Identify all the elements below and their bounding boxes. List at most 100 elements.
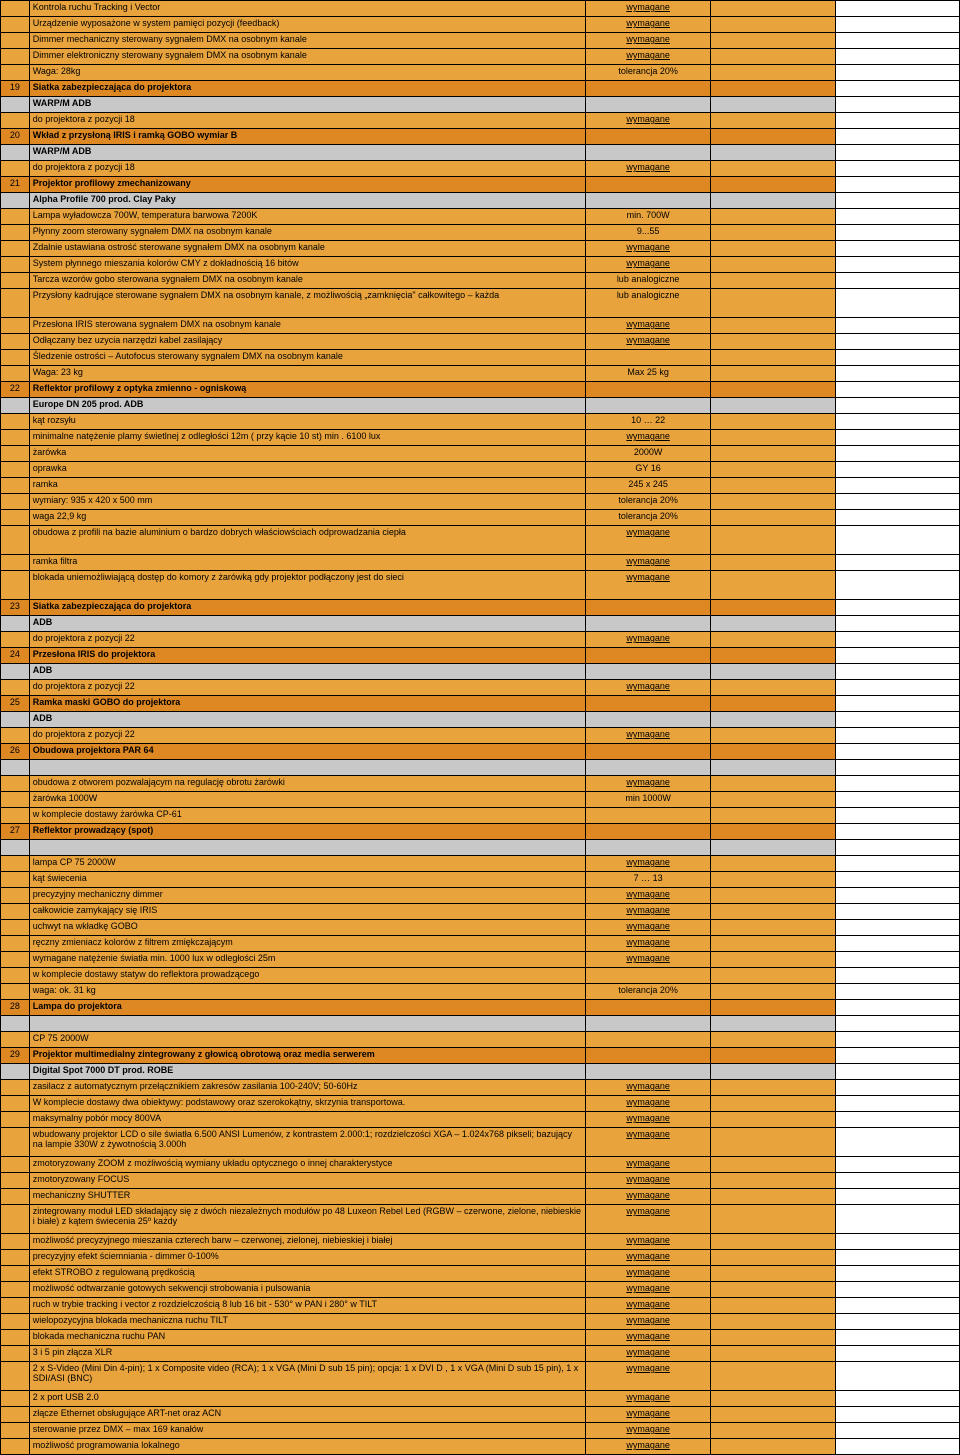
row-value bbox=[585, 350, 710, 366]
row-col-d bbox=[835, 1000, 959, 1016]
row-number bbox=[1, 1266, 30, 1282]
row-number bbox=[1, 241, 30, 257]
table-row: lampa CP 75 2000Wwymagane bbox=[1, 856, 960, 872]
row-value: wymagane bbox=[585, 1266, 710, 1282]
row-value: wymagane bbox=[585, 1234, 710, 1250]
table-row: 2 x S-Video (Mini Din 4-pin); 1 x Compos… bbox=[1, 1362, 960, 1391]
row-value bbox=[585, 696, 710, 712]
row-col-c bbox=[711, 1064, 835, 1080]
row-value: wymagane bbox=[585, 1346, 710, 1362]
row-value: lub analogiczne bbox=[585, 289, 710, 318]
row-number bbox=[1, 856, 30, 872]
row-number bbox=[1, 1407, 30, 1423]
row-col-c bbox=[711, 350, 835, 366]
row-number bbox=[1, 888, 30, 904]
table-row: 26Obudowa projektora PAR 64 bbox=[1, 744, 960, 760]
row-col-c bbox=[711, 712, 835, 728]
table-row: 2 x port USB 2.0wymagane bbox=[1, 1391, 960, 1407]
row-description: Lampa wyładowcza 700W, temperatura barwo… bbox=[29, 209, 585, 225]
row-number bbox=[1, 334, 30, 350]
row-description: CP 75 2000W bbox=[29, 1032, 585, 1048]
row-number bbox=[1, 1205, 30, 1234]
row-col-d bbox=[835, 1064, 959, 1080]
row-description: W komplecie dostawy dwa obiektywy: podst… bbox=[29, 1096, 585, 1112]
row-col-d bbox=[835, 1, 959, 17]
row-number bbox=[1, 1346, 30, 1362]
row-col-c bbox=[711, 334, 835, 350]
row-value bbox=[585, 616, 710, 632]
table-row: ADB bbox=[1, 616, 960, 632]
row-description: żarówka 1000W bbox=[29, 792, 585, 808]
table-row: System płynnego mieszania kolorów CMY z … bbox=[1, 257, 960, 273]
row-col-d bbox=[835, 225, 959, 241]
row-col-d bbox=[835, 968, 959, 984]
table-row: Zdalnie ustawiana ostrość sterowane sygn… bbox=[1, 241, 960, 257]
row-value bbox=[585, 760, 710, 776]
row-col-c bbox=[711, 648, 835, 664]
table-row: Waga: 28kgtolerancja 20% bbox=[1, 65, 960, 81]
row-number bbox=[1, 920, 30, 936]
row-value: wymagane bbox=[585, 856, 710, 872]
table-row: 21Projektor profilowy zmechanizowany bbox=[1, 177, 960, 193]
row-col-c bbox=[711, 1173, 835, 1189]
row-description: Siatka zabezpieczająca do projektora bbox=[29, 81, 585, 97]
table-row: mechaniczny SHUTTERwymagane bbox=[1, 1189, 960, 1205]
table-row: do projektora z pozycji 18wymagane bbox=[1, 113, 960, 129]
row-number bbox=[1, 616, 30, 632]
table-row: Urządzenie wyposażone w system pamięci p… bbox=[1, 17, 960, 33]
row-value: wymagane bbox=[585, 1362, 710, 1391]
row-description: Wkład z przysłoną IRIS i ramką GOBO wymi… bbox=[29, 129, 585, 145]
row-value: wymagane bbox=[585, 888, 710, 904]
row-col-d bbox=[835, 1266, 959, 1282]
row-description: Dimmer elektroniczny sterowany sygnałem … bbox=[29, 49, 585, 65]
row-value: tolerancja 20% bbox=[585, 510, 710, 526]
row-value: wymagane bbox=[585, 1407, 710, 1423]
row-col-c bbox=[711, 920, 835, 936]
row-col-d bbox=[835, 17, 959, 33]
row-number bbox=[1, 430, 30, 446]
row-number bbox=[1, 273, 30, 289]
row-col-c bbox=[711, 478, 835, 494]
row-col-d bbox=[835, 792, 959, 808]
row-col-d bbox=[835, 161, 959, 177]
row-value bbox=[585, 824, 710, 840]
row-col-d bbox=[835, 808, 959, 824]
row-col-d bbox=[835, 1250, 959, 1266]
row-value bbox=[585, 145, 710, 161]
row-value: 245 x 245 bbox=[585, 478, 710, 494]
row-value bbox=[585, 840, 710, 856]
row-description: złącze Ethernet obsługujące ART-net oraz… bbox=[29, 1407, 585, 1423]
row-col-c bbox=[711, 696, 835, 712]
row-col-c bbox=[711, 398, 835, 414]
row-value bbox=[585, 600, 710, 616]
table-row: CP 75 2000W bbox=[1, 1032, 960, 1048]
row-col-d bbox=[835, 1048, 959, 1064]
row-value: wymagane bbox=[585, 1128, 710, 1157]
table-row: w komplecie dostawy żarówka CP-61 bbox=[1, 808, 960, 824]
row-value: wymagane bbox=[585, 1205, 710, 1234]
row-number bbox=[1, 760, 30, 776]
row-description: Przesłona IRIS do projektora bbox=[29, 648, 585, 664]
row-description: obudowa z profili na bazie aluminium o b… bbox=[29, 526, 585, 555]
table-row: ramka245 x 245 bbox=[1, 478, 960, 494]
row-col-d bbox=[835, 744, 959, 760]
row-value: wymagane bbox=[585, 1439, 710, 1455]
row-number bbox=[1, 1330, 30, 1346]
row-number bbox=[1, 792, 30, 808]
row-description bbox=[29, 840, 585, 856]
row-col-d bbox=[835, 1362, 959, 1391]
table-row: możliwość odtwarzanie gotowych sekwencji… bbox=[1, 1282, 960, 1298]
row-value bbox=[585, 968, 710, 984]
row-description: maksymalny pobór mocy 800VA bbox=[29, 1112, 585, 1128]
row-col-c bbox=[711, 904, 835, 920]
row-number bbox=[1, 318, 30, 334]
row-value: wymagane bbox=[585, 430, 710, 446]
row-description: WARP/M ADB bbox=[29, 145, 585, 161]
row-col-d bbox=[835, 1346, 959, 1362]
row-col-d bbox=[835, 33, 959, 49]
row-col-d bbox=[835, 1173, 959, 1189]
table-row: Płynny zoom sterowany sygnałem DMX na os… bbox=[1, 225, 960, 241]
table-row: do projektora z pozycji 22wymagane bbox=[1, 632, 960, 648]
row-col-c bbox=[711, 430, 835, 446]
row-number: 29 bbox=[1, 1048, 30, 1064]
